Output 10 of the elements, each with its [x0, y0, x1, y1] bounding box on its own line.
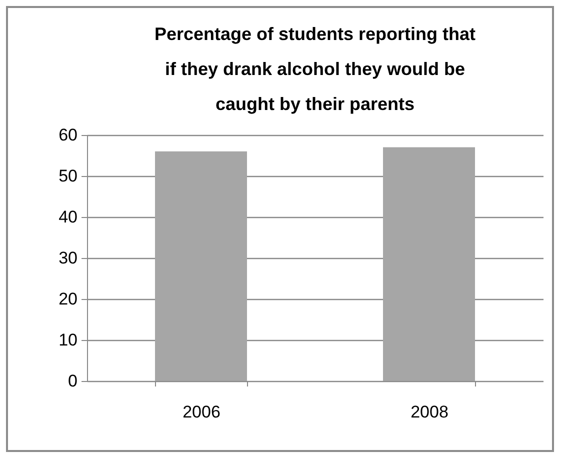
y-tick-label: 50 [58, 166, 78, 186]
x-tick-label: 2008 [410, 402, 448, 422]
y-tick-label: 60 [58, 126, 78, 144]
x-tick-label: 2006 [182, 402, 220, 422]
y-tick-label: 20 [58, 290, 78, 308]
y-tick-label: 10 [58, 330, 78, 350]
y-tick-label: 30 [58, 248, 78, 268]
y-tick-label: 40 [58, 208, 78, 226]
chart-title: Percentage of students reporting that if they drank alcohol they would be caught by their parents [154, 24, 476, 114]
y-tick-label: 0 [68, 372, 78, 390]
